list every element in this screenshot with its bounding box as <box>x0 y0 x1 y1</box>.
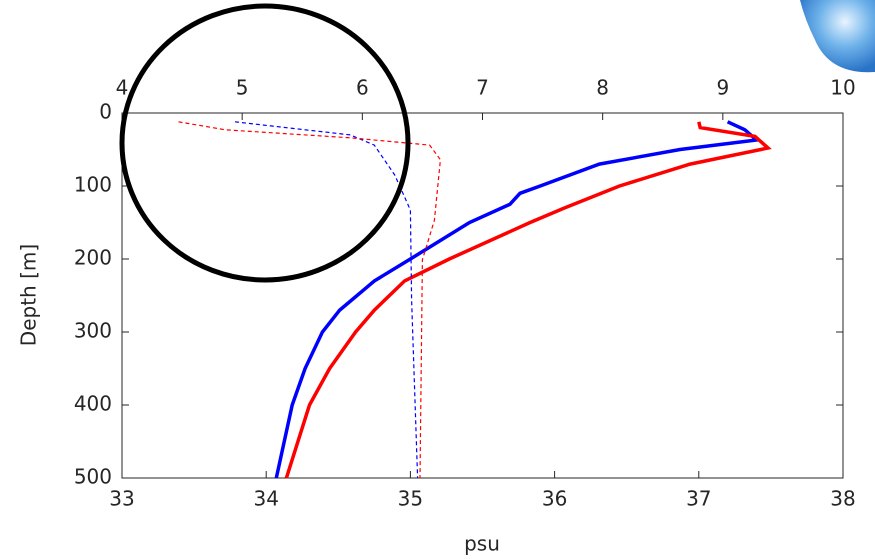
plot-frame <box>121 112 844 479</box>
x-axis-label: psu <box>464 532 500 556</box>
x-tick-label: 36 <box>542 487 567 511</box>
y-tick-label: 100 <box>74 173 112 197</box>
x2-tick-label: 6 <box>356 76 369 100</box>
x2-tick-label: 7 <box>476 76 489 100</box>
x-tick-label: 38 <box>830 487 855 511</box>
y-tick-label: 300 <box>74 319 112 343</box>
x2-tick-label: 4 <box>116 76 129 100</box>
y-tick-label: 200 <box>74 246 112 270</box>
x-tick-label: 35 <box>398 487 423 511</box>
profile-line <box>234 121 419 479</box>
x-tick-label: 33 <box>109 487 134 511</box>
x2-tick-label: 9 <box>716 76 729 100</box>
profile-line <box>274 120 761 479</box>
profile-line <box>284 121 772 479</box>
x-tick-label: 34 <box>253 487 278 511</box>
x2-tick-label: 8 <box>596 76 609 100</box>
y-tick-label: 0 <box>99 100 112 124</box>
decoration <box>800 0 875 73</box>
y-axis-label: Depth [m] <box>17 244 41 346</box>
y-tick-label: 500 <box>74 465 112 489</box>
profile-line <box>178 121 442 479</box>
x2-tick-label: 10 <box>830 76 855 100</box>
highlight-circle <box>119 3 411 283</box>
x-tick-label: 37 <box>686 487 711 511</box>
y-tick-label: 400 <box>74 392 112 416</box>
x2-tick-label: 5 <box>236 76 249 100</box>
